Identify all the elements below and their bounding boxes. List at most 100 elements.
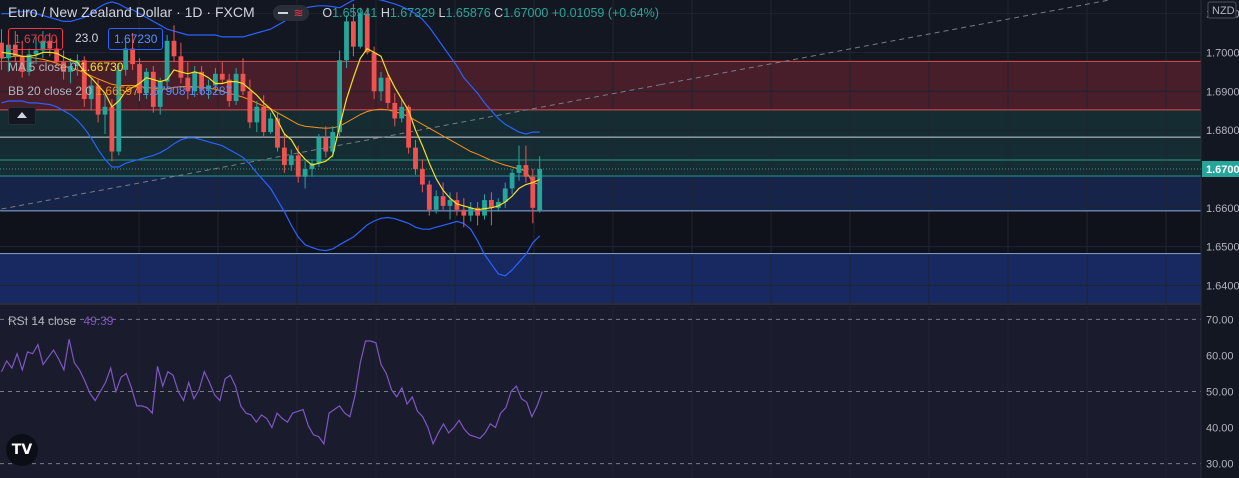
candle-body (40, 40, 46, 51)
candle-body (54, 48, 60, 63)
ohlc-change: +0.01059 (+0.64%) (551, 6, 659, 20)
rsi-tick-label: 30.00 (1206, 459, 1234, 471)
candle-body (144, 71, 149, 94)
candle (178, 42, 184, 84)
candle (385, 73, 391, 109)
candle-body (413, 147, 418, 169)
candle-body (378, 77, 384, 92)
candle (109, 99, 115, 162)
candle-body (461, 209, 467, 216)
candle-body (351, 21, 356, 47)
candle-body (213, 73, 218, 86)
candle-body (420, 168, 425, 185)
candle-body (475, 207, 480, 216)
bb-legend[interactable]: BB 20 close 2 0 1.66597 1.67908 1.65287 (8, 84, 232, 98)
candle-body (516, 165, 522, 173)
candle (502, 182, 508, 208)
candle-body (371, 52, 377, 92)
currency-button[interactable] (1207, 1, 1237, 19)
candle (461, 198, 467, 228)
candle (392, 93, 398, 127)
price-zone (0, 109, 1201, 176)
price-tick-label: 1.6500 (1206, 242, 1239, 254)
spread-value: 23.0 (75, 31, 99, 45)
candle-body (157, 81, 163, 107)
candle-body (185, 77, 191, 92)
candle (150, 66, 156, 113)
price-tick-label: 1.6900 (1206, 86, 1239, 98)
candle-body (447, 200, 453, 206)
candle-body (523, 165, 529, 177)
candle-body (530, 176, 536, 208)
candle (399, 99, 405, 123)
candle (116, 64, 122, 156)
candle-body (102, 106, 108, 115)
candle-body (385, 77, 391, 103)
price-tick-label: 1.6800 (1206, 125, 1239, 137)
candle (351, 3, 356, 57)
last-price-label: 1.6700 (1206, 164, 1239, 176)
candle (185, 62, 191, 100)
candle (26, 48, 32, 76)
ma-line (1, 47, 540, 211)
candle-body (226, 79, 232, 101)
price-tick-label: 1.6400 (1206, 281, 1239, 293)
symbol-title[interactable]: Euro / New Zealand Dollar · 1D · FXCM (8, 4, 255, 20)
collapse-legend-button[interactable] (8, 107, 36, 125)
candle-body (364, 13, 370, 53)
candle-body (137, 64, 142, 94)
candle-body (178, 56, 184, 78)
bb-basis-value: 1.66597 (95, 84, 139, 98)
candle (323, 126, 329, 158)
candle-body (509, 172, 515, 189)
candle-body (330, 132, 336, 152)
candle (233, 67, 239, 105)
buy-price-button[interactable]: 1.67230 (108, 28, 164, 50)
candle (123, 40, 129, 76)
candle (226, 73, 232, 107)
candle (240, 58, 246, 96)
candle-body (206, 85, 211, 90)
price-axis-background (1201, 0, 1239, 478)
candle (171, 25, 177, 63)
moving-average (1, 47, 540, 211)
candle-body (316, 137, 322, 164)
rsi-tick-label: 50.00 (1206, 387, 1234, 399)
candle (523, 145, 529, 183)
tradingview-logo[interactable]: TV (6, 434, 38, 466)
candle (130, 33, 135, 70)
candle-body (482, 200, 487, 216)
candle (316, 134, 322, 168)
candle (19, 40, 25, 78)
candle (157, 77, 163, 115)
chart-type-toggle[interactable]: ≋ (272, 5, 309, 22)
candle (192, 66, 198, 98)
candle-body (337, 60, 342, 133)
candle (206, 79, 211, 100)
candle-body (68, 66, 73, 72)
candle (337, 50, 342, 136)
chart-header: Euro / New Zealand Dollar · 1D · FXCM ≋ … (8, 4, 659, 22)
candle-body (275, 118, 280, 148)
candle-body (150, 71, 156, 107)
ohlc-open: 1.65941 (332, 6, 378, 20)
candle-body (12, 44, 18, 57)
rsi-legend[interactable]: RSI 14 close 49.39 (8, 314, 113, 328)
candle (447, 192, 453, 220)
currency-label: NZD (1212, 5, 1235, 17)
sell-price-button[interactable]: 1.67000 (8, 28, 64, 50)
candle-body (302, 168, 308, 177)
candle-body (26, 54, 32, 72)
bb-upper-value: 1.67908 (142, 84, 186, 98)
candle-body (426, 184, 432, 210)
candle-body (219, 73, 225, 80)
ma-legend[interactable]: MA 5 close 0 1.66730 (8, 60, 123, 74)
candle-body (6, 44, 11, 59)
candle (40, 31, 46, 59)
candle-body (261, 106, 267, 133)
candle (199, 66, 204, 96)
price-axis[interactable]: 1.6400 1.6500 1.6600 1.6700 1.6800 1.6900 1.70… (1200, 0, 1239, 478)
candle (88, 77, 94, 111)
candle (144, 67, 149, 100)
